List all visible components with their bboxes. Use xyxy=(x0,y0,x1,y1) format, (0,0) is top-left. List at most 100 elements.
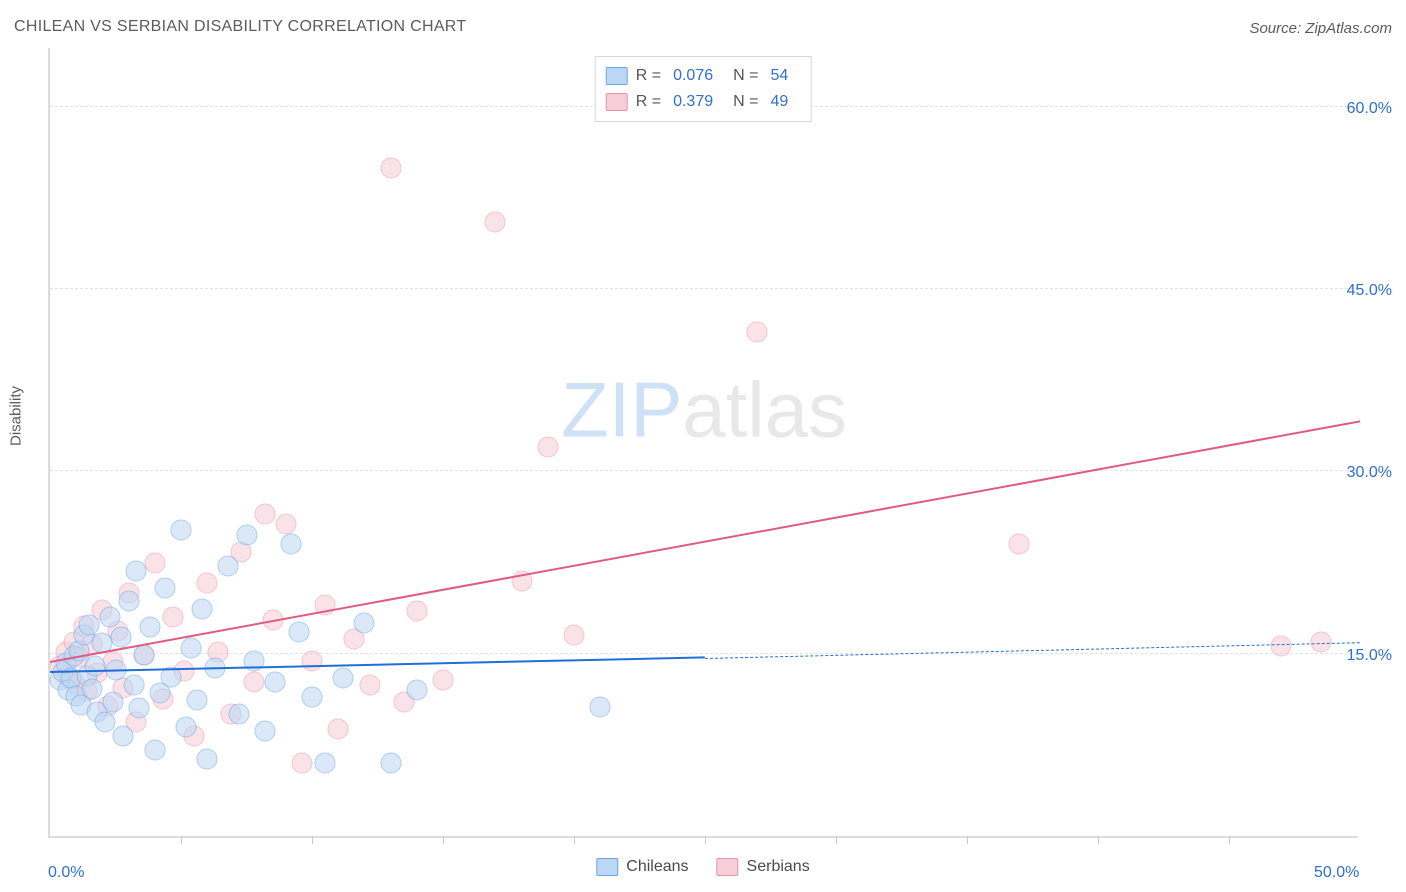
scatter-point-chileans xyxy=(186,689,207,710)
scatter-point-chileans xyxy=(281,534,302,555)
legend-r-label: R = xyxy=(636,67,661,85)
scatter-point-chileans xyxy=(265,671,286,692)
legend-series-label: Chileans xyxy=(626,858,688,876)
scatter-point-chileans xyxy=(176,716,197,737)
scatter-point-chileans xyxy=(102,692,123,713)
scatter-point-serbians xyxy=(291,753,312,774)
scatter-point-serbians xyxy=(359,675,380,696)
legend-n-label: N = xyxy=(733,67,758,85)
scatter-point-serbians xyxy=(244,671,265,692)
scatter-point-chileans xyxy=(288,621,309,642)
y-tick-label: 15.0% xyxy=(1347,647,1392,665)
legend-stats-row: R = 0.379 N = 49 xyxy=(606,89,801,115)
legend-n-value: 49 xyxy=(770,93,788,111)
gridline-h xyxy=(50,288,1358,289)
x-tick xyxy=(181,836,182,844)
scatter-point-chileans xyxy=(181,637,202,658)
scatter-point-chileans xyxy=(110,626,131,647)
scatter-point-serbians xyxy=(380,157,401,178)
legend-swatch xyxy=(606,67,628,85)
plot-area: ZIPatlas xyxy=(48,48,1358,838)
y-tick-label: 30.0% xyxy=(1347,464,1392,482)
y-tick-label: 60.0% xyxy=(1347,100,1392,118)
scatter-point-chileans xyxy=(81,678,102,699)
scatter-point-chileans xyxy=(100,607,121,628)
y-axis-label: Disability xyxy=(8,386,25,446)
y-tick-label: 45.0% xyxy=(1347,282,1392,300)
scatter-point-chileans xyxy=(129,698,150,719)
legend-series-label: Serbians xyxy=(747,858,810,876)
scatter-point-chileans xyxy=(315,753,336,774)
x-tick xyxy=(1229,836,1230,844)
legend-r-value: 0.076 xyxy=(673,67,713,85)
legend-series: Chileans Serbians xyxy=(596,858,809,876)
scatter-point-serbians xyxy=(163,607,184,628)
scatter-point-chileans xyxy=(113,726,134,747)
scatter-point-chileans xyxy=(354,613,375,634)
scatter-point-serbians xyxy=(564,625,585,646)
scatter-point-chileans xyxy=(302,687,323,708)
scatter-point-serbians xyxy=(275,513,296,534)
scatter-point-chileans xyxy=(134,644,155,665)
scatter-point-chileans xyxy=(155,578,176,599)
scatter-point-serbians xyxy=(254,503,275,524)
scatter-point-serbians xyxy=(433,670,454,691)
x-tick xyxy=(1098,836,1099,844)
gridline-h xyxy=(50,470,1358,471)
chart-source: Source: ZipAtlas.com xyxy=(1249,20,1392,37)
scatter-point-chileans xyxy=(171,519,192,540)
scatter-point-chileans xyxy=(144,739,165,760)
scatter-point-serbians xyxy=(1009,534,1030,555)
legend-series-item: Serbians xyxy=(717,858,810,876)
legend-series-item: Chileans xyxy=(596,858,688,876)
scatter-point-serbians xyxy=(302,651,323,672)
watermark-part2: atlas xyxy=(682,366,847,454)
legend-swatch xyxy=(717,858,739,876)
scatter-point-chileans xyxy=(218,556,239,577)
scatter-point-chileans xyxy=(118,591,139,612)
scatter-point-chileans xyxy=(126,561,147,582)
scatter-point-serbians xyxy=(1271,636,1292,657)
scatter-point-chileans xyxy=(254,721,275,742)
scatter-point-chileans xyxy=(79,614,100,635)
scatter-point-chileans xyxy=(236,524,257,545)
scatter-point-chileans xyxy=(333,668,354,689)
watermark-part1: ZIP xyxy=(561,366,682,454)
x-tick xyxy=(443,836,444,844)
scatter-point-chileans xyxy=(84,655,105,676)
scatter-point-serbians xyxy=(1310,631,1331,652)
scatter-point-serbians xyxy=(328,719,349,740)
legend-r-value: 0.379 xyxy=(673,93,713,111)
scatter-point-chileans xyxy=(406,680,427,701)
trend-line xyxy=(705,642,1360,659)
scatter-point-serbians xyxy=(406,601,427,622)
scatter-point-serbians xyxy=(197,573,218,594)
scatter-point-chileans xyxy=(380,753,401,774)
chart-title: CHILEAN VS SERBIAN DISABILITY CORRELATIO… xyxy=(14,18,466,36)
scatter-point-chileans xyxy=(228,704,249,725)
scatter-point-chileans xyxy=(191,598,212,619)
scatter-point-serbians xyxy=(537,437,558,458)
legend-n-label: N = xyxy=(733,93,758,111)
scatter-point-chileans xyxy=(590,697,611,718)
scatter-point-chileans xyxy=(123,675,144,696)
scatter-point-serbians xyxy=(747,321,768,342)
scatter-point-chileans xyxy=(95,711,116,732)
scatter-point-serbians xyxy=(485,212,506,233)
x-tick xyxy=(574,836,575,844)
scatter-point-serbians xyxy=(144,552,165,573)
x-tick xyxy=(312,836,313,844)
legend-n-value: 54 xyxy=(770,67,788,85)
legend-swatch xyxy=(606,93,628,111)
scatter-point-chileans xyxy=(139,616,160,637)
x-tick-label: 0.0% xyxy=(48,864,84,882)
legend-stats-row: R = 0.076 N = 54 xyxy=(606,63,801,89)
correlation-chart: CHILEAN VS SERBIAN DISABILITY CORRELATIO… xyxy=(0,0,1406,892)
x-tick xyxy=(705,836,706,844)
scatter-point-chileans xyxy=(197,749,218,770)
x-tick xyxy=(836,836,837,844)
watermark: ZIPatlas xyxy=(561,365,847,456)
legend-stats: R = 0.076 N = 54 R = 0.379 N = 49 xyxy=(595,56,812,122)
x-tick-label: 50.0% xyxy=(1314,864,1359,882)
legend-r-label: R = xyxy=(636,93,661,111)
